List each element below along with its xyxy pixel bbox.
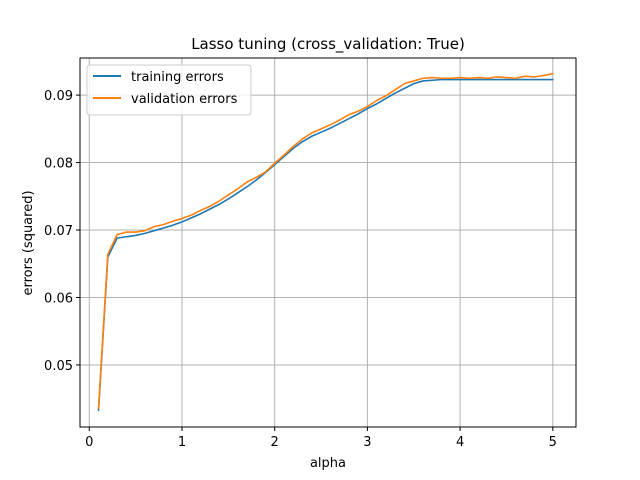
y-tick-label: 0.06 [44,291,73,306]
validation-errors-line [97,72,554,409]
training-errors-line [97,78,554,411]
legend-label-training: training errors [131,70,224,85]
x-axis-label: alpha [310,456,346,471]
y-tick-label: 0.09 [44,89,73,104]
x-tick-label: 1 [178,435,186,450]
x-tick-label: 3 [363,435,371,450]
x-tick-label: 5 [549,435,557,450]
grid [80,58,576,427]
y-axis-ticks: 0.05 0.06 0.07 0.08 0.09 [44,89,80,374]
y-axis-label: errors (squared) [21,190,36,295]
y-tick-label: 0.07 [44,224,73,239]
legend-box [86,64,252,116]
plot-frame [79,57,577,428]
x-tick-label: 4 [456,435,464,450]
y-tick-label: 0.05 [44,359,73,374]
x-tick-label: 2 [271,435,279,450]
legend: training errors validation errors [86,64,252,116]
legend-label-validation: validation errors [131,92,238,107]
x-tick-label: 0 [85,435,93,450]
chart-title: Lasso tuning (cross_validation: True) [191,35,465,54]
x-axis-ticks: 0 1 2 3 4 5 [85,427,557,450]
series-lines [97,72,554,411]
y-tick-label: 0.08 [44,157,73,172]
